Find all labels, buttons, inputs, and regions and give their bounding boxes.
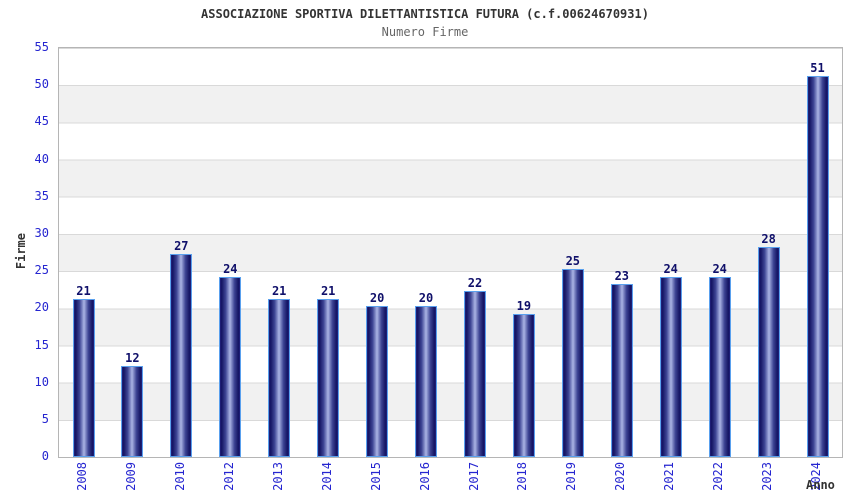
y-tick-label: 10 <box>34 374 49 389</box>
y-tick-label: 55 <box>34 40 49 54</box>
bar <box>415 306 437 457</box>
bar <box>366 306 389 457</box>
y-tick-label: 15 <box>34 337 49 352</box>
bar <box>464 291 486 457</box>
bar-value-label: 22 <box>467 276 483 290</box>
x-tick-label: 2015 <box>368 462 383 491</box>
x-tick-label: 2012 <box>221 462 236 491</box>
bar <box>806 76 829 457</box>
x-axis-title: Anno <box>806 478 835 492</box>
y-tick-label: 5 <box>41 411 49 426</box>
chart-subtitle: Numero Firme <box>381 25 469 39</box>
bar-value-label: 20 <box>418 291 434 305</box>
bar <box>561 269 584 457</box>
y-tick-label: 20 <box>34 300 49 315</box>
bar-value-label: 27 <box>174 239 189 253</box>
bar-value-label: 20 <box>369 291 385 305</box>
x-tick-label: 2010 <box>172 462 187 491</box>
bar-value-label: 12 <box>125 351 140 365</box>
y-tick-label: 25 <box>34 263 49 278</box>
bar <box>512 314 535 457</box>
bar-value-label: 28 <box>761 232 776 246</box>
bar <box>268 299 291 457</box>
bar <box>659 277 682 457</box>
bar-value-label: 23 <box>614 269 630 283</box>
bar-value-label: 24 <box>663 262 678 276</box>
bar-value-label: 21 <box>320 284 336 298</box>
y-tick-label: 45 <box>34 114 49 129</box>
x-tick-label: 2017 <box>466 462 481 491</box>
bar <box>708 277 731 457</box>
x-tick-label: 2013 <box>270 462 285 491</box>
x-tick-label: 2023 <box>760 462 775 491</box>
bar-value-label: 51 <box>810 61 825 75</box>
x-tick-label: 2021 <box>662 462 677 491</box>
x-tick-label: 2008 <box>75 462 89 491</box>
bar-value-label: 25 <box>565 254 581 268</box>
bar <box>72 299 95 457</box>
bar <box>610 284 633 457</box>
y-tick-label: 40 <box>34 151 49 166</box>
bar-value-label: 24 <box>712 262 727 276</box>
x-tick-label: 2019 <box>564 462 579 491</box>
x-tick-label: 2022 <box>711 462 726 491</box>
bar-value-label: 21 <box>76 284 91 298</box>
bar <box>121 366 144 457</box>
y-tick-label: 50 <box>34 77 49 92</box>
bar-value-label: 24 <box>223 262 238 276</box>
x-tick-label: 2020 <box>613 462 628 491</box>
bar <box>757 247 780 457</box>
y-tick-label: 0 <box>41 449 49 463</box>
x-tick-label: 2009 <box>123 462 138 491</box>
bar-value-label: 19 <box>516 299 532 313</box>
bar <box>219 277 242 457</box>
plot-area: 21 12 27 24 21 21 20 20 22 19 25 23 24 24 28 51 <box>58 47 843 458</box>
bar <box>170 254 193 457</box>
x-tick-label: 2014 <box>319 462 334 491</box>
chart-title: ASSOCIAZIONE SPORTIVA DILETTANTISTICA FU… <box>201 7 649 21</box>
x-tick-label: 2016 <box>417 462 432 491</box>
y-tick-label: 35 <box>34 188 49 203</box>
x-tick-label: 2018 <box>515 462 530 491</box>
bar-value-label: 21 <box>271 284 287 298</box>
y-tick-label: 30 <box>34 225 49 240</box>
bar <box>317 299 340 457</box>
